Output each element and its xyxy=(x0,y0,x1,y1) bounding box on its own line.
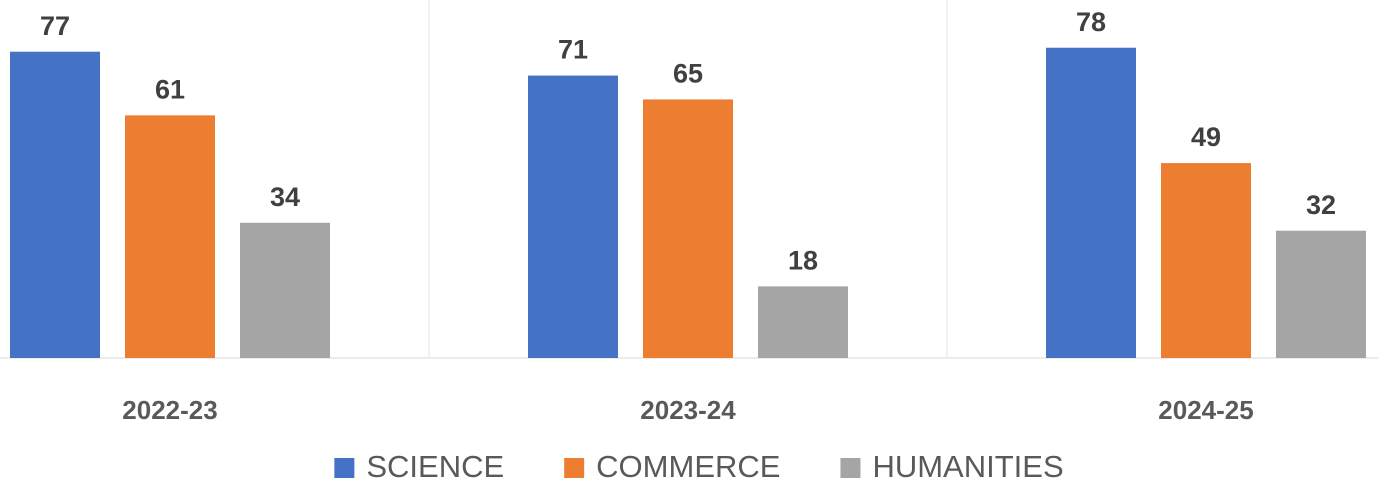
bar xyxy=(1161,163,1251,358)
bar xyxy=(528,75,618,359)
legend-swatch xyxy=(840,458,861,478)
bar xyxy=(125,115,215,358)
data-label: 61 xyxy=(155,74,185,104)
data-label: 78 xyxy=(1076,7,1106,37)
x-tick-label: 2022-23 xyxy=(122,395,217,425)
bar xyxy=(240,222,330,358)
legend-swatch xyxy=(564,458,585,478)
legend-swatch xyxy=(334,458,355,478)
bar xyxy=(758,286,848,358)
bar xyxy=(1276,230,1366,358)
data-label: 18 xyxy=(788,246,818,276)
bar xyxy=(10,51,100,358)
data-label: 65 xyxy=(673,59,703,89)
x-tick-label: 2024-25 xyxy=(1158,395,1253,425)
data-label: 77 xyxy=(40,11,70,41)
legend-label: COMMERCE xyxy=(596,449,780,484)
data-label: 32 xyxy=(1306,190,1336,220)
data-label: 71 xyxy=(558,35,588,65)
bar xyxy=(643,99,733,358)
legend-label: HUMANITIES xyxy=(872,449,1063,484)
x-tick-label: 2023-24 xyxy=(640,395,736,425)
data-label: 34 xyxy=(270,182,300,212)
data-label: 49 xyxy=(1191,122,1221,152)
bar xyxy=(1046,47,1136,358)
legend-label: SCIENCE xyxy=(366,449,504,484)
